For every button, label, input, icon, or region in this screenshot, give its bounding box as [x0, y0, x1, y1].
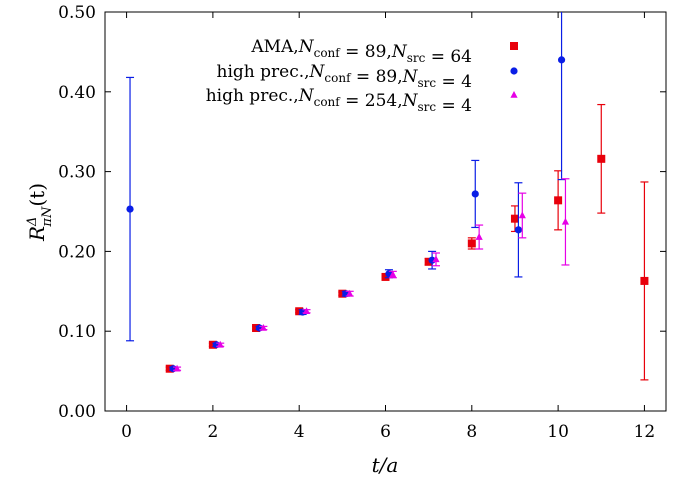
data-point — [389, 270, 397, 278]
legend-label-part: conf — [314, 46, 342, 60]
y-axis-label-sub: πN — [40, 206, 55, 228]
data-point — [554, 196, 563, 205]
legend-label: high prec.,Nconf = 254,Nsrc = 4 — [206, 86, 472, 116]
data-point — [510, 214, 519, 223]
x-tick-label: 2 — [207, 422, 218, 442]
data-point — [126, 205, 134, 213]
y-axis-label-main: R — [25, 226, 49, 242]
legend-label-part: = 89,N — [351, 67, 419, 87]
data-point — [346, 289, 354, 297]
x-axis-label: t/a — [372, 453, 399, 477]
data-point — [381, 272, 390, 281]
x-tick-label: 12 — [634, 422, 656, 442]
legend-label: AMA,Nconf = 89,Nsrc = 64 — [250, 37, 472, 67]
data-point — [424, 257, 433, 266]
legend-label-part: = 254, — [340, 91, 403, 111]
data-point — [259, 324, 267, 331]
data-point — [557, 56, 566, 64]
legend-marker — [510, 91, 518, 98]
data-point — [518, 211, 526, 219]
data-point — [597, 154, 606, 163]
data-point — [514, 226, 523, 234]
legend-label-part: high prec.,N — [217, 62, 326, 82]
y-axis-label-sup: Δ — [25, 217, 40, 227]
data-point — [640, 276, 649, 285]
legend-label-var: N — [298, 37, 315, 57]
x-axis-label-text: t/a — [372, 453, 399, 477]
legend-label-part: src — [418, 76, 437, 90]
legend-label-part: AMA, — [250, 37, 298, 57]
legend-label-part: = 4 — [436, 96, 472, 116]
series-square — [165, 103, 649, 381]
y-axis-label-arg: (t) — [25, 183, 49, 207]
y-tick-label: 0.50 — [58, 3, 96, 23]
legend-label-var: N — [402, 91, 419, 111]
axis-ticks: 0 2 4 6 8 10 12 0.00 0.10 0.20 0.30 0.40 0.50 — [58, 3, 666, 442]
data-point — [467, 239, 476, 248]
data-point — [561, 217, 570, 225]
x-tick-label: 8 — [466, 422, 477, 442]
legend-marker — [510, 67, 518, 75]
legend-label-part: src — [418, 100, 437, 114]
legend-label-part: high prec.,N — [206, 86, 315, 106]
legend-label-part: = 89,N — [340, 42, 408, 62]
x-tick-label: 10 — [547, 422, 569, 442]
y-tick-label: 0.10 — [58, 322, 96, 342]
series-layer — [126, 12, 649, 381]
series-triangle — [173, 178, 570, 372]
legend-label-part: = 89, — [340, 42, 392, 62]
data-point — [173, 364, 181, 372]
legend-label-var: N — [402, 67, 419, 87]
legend-label-part: = 64 — [425, 47, 472, 67]
y-axis-label: RΔπN(t) — [25, 183, 55, 242]
y-tick-label: 0.40 — [58, 83, 96, 103]
data-point — [432, 255, 440, 263]
legend-label: high prec.,Nconf = 89,Nsrc = 4 — [217, 62, 473, 92]
legend-label-part: = 254,N — [340, 91, 419, 111]
legend-label-part: high prec., — [206, 86, 299, 106]
data-point — [302, 307, 311, 315]
legend-marker — [510, 42, 518, 50]
data-point — [471, 190, 479, 198]
legend-label-part: AMA,N — [250, 37, 314, 57]
legend-label-var: N — [309, 62, 326, 82]
y-tick-label: 0.20 — [58, 242, 96, 262]
legend-label-var: N — [298, 86, 315, 106]
x-tick-label: 4 — [294, 422, 305, 442]
legend-label-part: conf — [314, 95, 342, 109]
legend-label-var: N — [391, 42, 408, 62]
legend-label-part: src — [407, 51, 426, 65]
x-tick-label: 0 — [121, 422, 132, 442]
data-point — [216, 340, 224, 348]
legend-label-part: = 4 — [436, 72, 472, 92]
x-tick-label: 6 — [380, 422, 391, 442]
data-point — [475, 233, 483, 240]
legend-label-part: conf — [324, 71, 352, 85]
legend-label-part: high prec., — [217, 62, 310, 82]
y-tick-label: 0.00 — [58, 402, 96, 422]
y-tick-label: 0.30 — [58, 163, 96, 183]
legend-label-part: = 89, — [351, 67, 403, 87]
